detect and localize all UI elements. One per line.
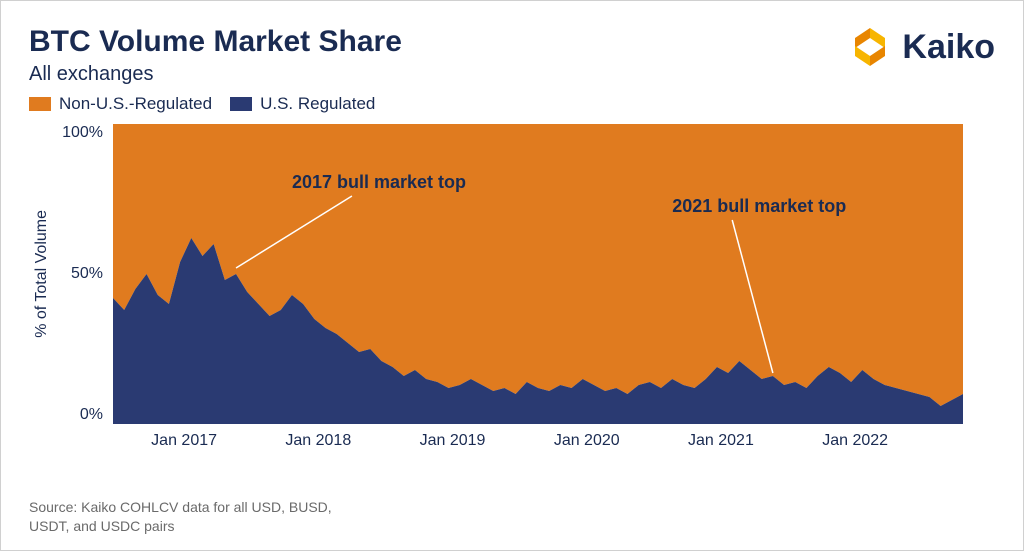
legend-item: Non-U.S.-Regulated	[29, 94, 212, 114]
y-tick: 0%	[55, 406, 103, 424]
legend: Non-U.S.-Regulated U.S. Regulated	[29, 94, 402, 114]
header: BTC Volume Market Share All exchanges No…	[29, 25, 995, 122]
kaiko-mark-icon	[848, 25, 892, 69]
brand-name: Kaiko	[902, 28, 995, 67]
y-axis-ticks: 100% 50% 0%	[55, 124, 113, 424]
x-tick: Jan 2021	[688, 432, 754, 450]
plot-area: 2017 bull market top 2021 bull market top	[113, 124, 963, 424]
brand-logo: Kaiko	[848, 25, 995, 69]
area-chart-svg	[113, 124, 963, 424]
chart-area: % of Total Volume 100% 50% 0% 2017 bull …	[29, 124, 995, 424]
chart-annotation: 2021 bull market top	[672, 196, 846, 217]
x-tick: Jan 2018	[285, 432, 351, 450]
x-tick: Jan 2020	[554, 432, 620, 450]
x-tick: Jan 2017	[151, 432, 217, 450]
legend-swatch	[29, 97, 51, 111]
legend-label: U.S. Regulated	[260, 94, 375, 114]
chart-card: BTC Volume Market Share All exchanges No…	[0, 0, 1024, 551]
legend-swatch	[230, 97, 252, 111]
x-tick: Jan 2022	[822, 432, 888, 450]
y-tick: 50%	[55, 265, 103, 283]
x-tick: Jan 2019	[420, 432, 486, 450]
source-line: Source: Kaiko COHLCV data for all USD, B…	[29, 498, 332, 517]
source-line: USDT, and USDC pairs	[29, 517, 332, 536]
chart-annotation: 2017 bull market top	[292, 172, 466, 193]
y-tick: 100%	[55, 124, 103, 142]
x-axis-ticks: Jan 2017 Jan 2018 Jan 2019 Jan 2020 Jan 2021…	[117, 432, 967, 454]
legend-label: Non-U.S.-Regulated	[59, 94, 212, 114]
chart-title: BTC Volume Market Share	[29, 25, 402, 59]
chart-subtitle: All exchanges	[29, 63, 402, 86]
legend-item: U.S. Regulated	[230, 94, 375, 114]
title-block: BTC Volume Market Share All exchanges No…	[29, 25, 402, 122]
source-note: Source: Kaiko COHLCV data for all USD, B…	[29, 498, 332, 536]
y-axis-label: % of Total Volume	[29, 210, 55, 338]
